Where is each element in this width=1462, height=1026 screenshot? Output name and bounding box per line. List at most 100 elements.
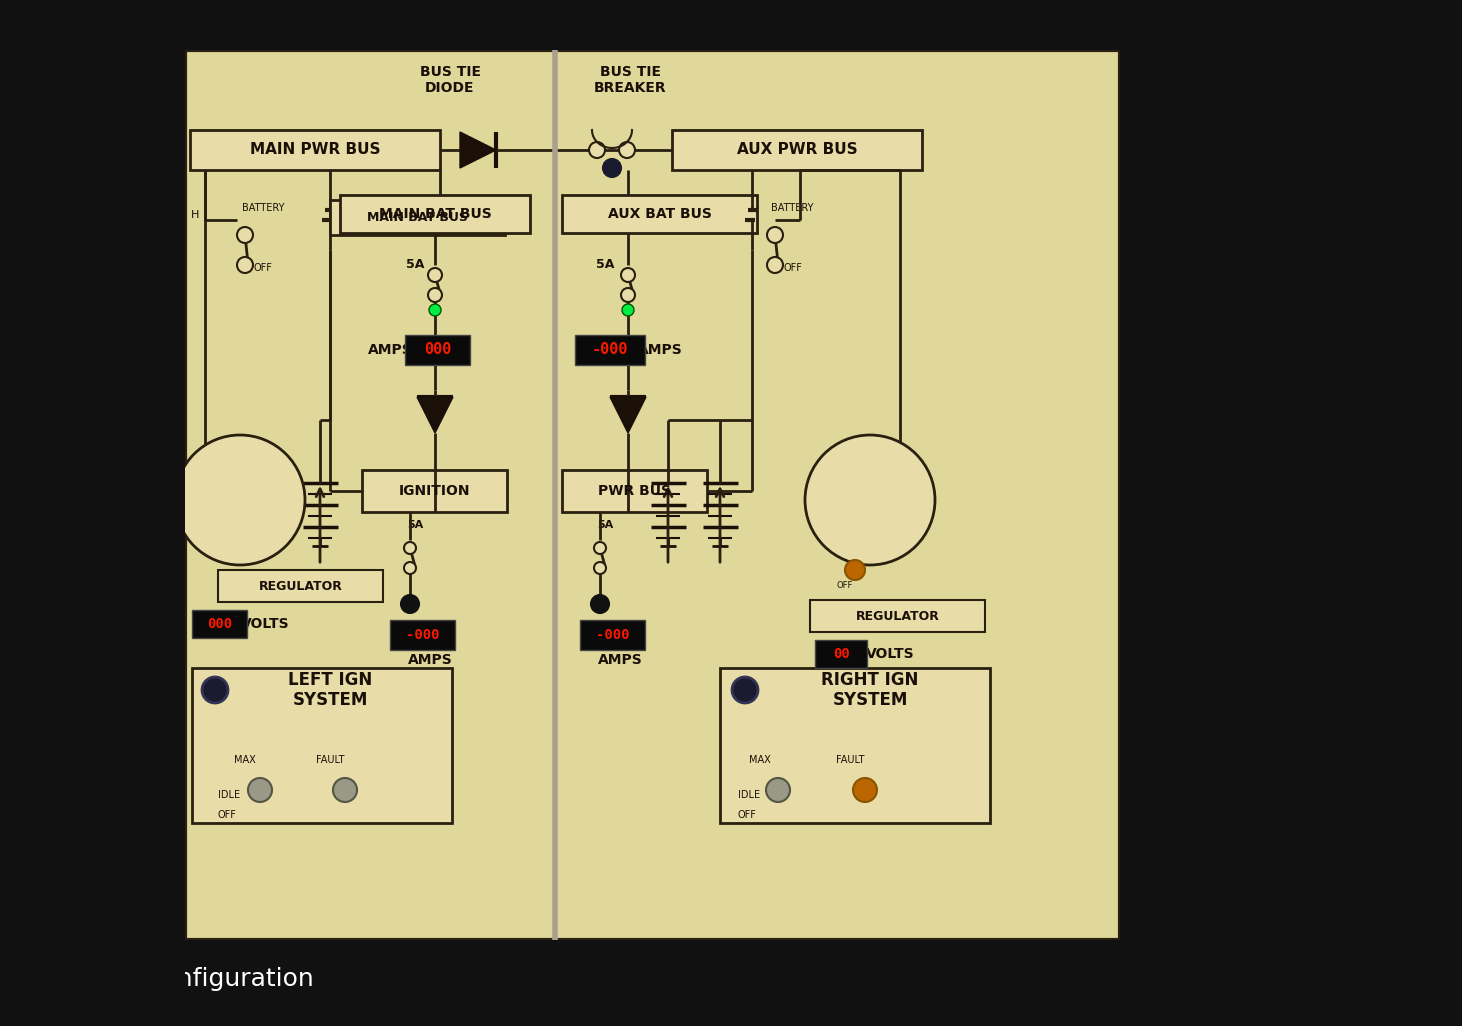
Text: AMPS: AMPS [367,343,412,357]
Text: 5A: 5A [406,259,424,272]
Text: PWR BUS: PWR BUS [598,484,671,498]
Bar [0,940,1462,1026]
Circle shape [594,562,607,574]
Text: N811HB_Configuration: N811HB_Configuration [31,968,314,992]
Bar [218,570,383,602]
Text: AMPS: AMPS [598,653,642,667]
Text: -000: -000 [595,628,629,642]
Bar [390,620,455,650]
Bar [363,470,507,512]
Text: OFF: OFF [218,810,237,820]
Text: AMPS: AMPS [408,653,452,667]
Text: REGULATOR: REGULATOR [259,580,342,592]
Text: 000: 000 [208,617,232,631]
Circle shape [852,778,877,802]
Bar [405,336,469,365]
Text: -000: -000 [406,628,439,642]
Text: FAULT: FAULT [836,755,864,765]
Circle shape [602,159,621,177]
Circle shape [404,562,417,574]
Text: MAIN BAT BUS: MAIN BAT BUS [367,211,468,224]
Circle shape [428,288,442,302]
Circle shape [249,778,272,802]
Text: 5A: 5A [596,520,613,530]
Text: 00: 00 [833,647,849,661]
Text: BATTERY: BATTERY [770,203,813,213]
Bar [0,0,186,1026]
Text: MAIN BAT BUS: MAIN BAT BUS [379,207,491,221]
Text: REGULATOR: REGULATOR [855,609,940,623]
Text: ALT: ALT [838,551,852,559]
Bar [561,195,757,233]
Circle shape [333,778,357,802]
Bar [192,610,247,638]
Text: RIGHT IGN
SYSTEM: RIGHT IGN SYSTEM [822,671,918,709]
Polygon shape [610,397,646,433]
Circle shape [428,304,442,316]
Text: LEFT IGN
SYSTEM: LEFT IGN SYSTEM [288,671,373,709]
Text: FAULT: FAULT [316,755,344,765]
Circle shape [621,268,635,282]
Circle shape [594,542,607,554]
Text: MAIN
ALT: MAIN ALT [215,480,265,519]
Bar [190,130,440,170]
Circle shape [591,595,610,613]
Circle shape [806,435,936,565]
Bar [561,470,708,512]
Circle shape [618,142,635,158]
Text: 5A: 5A [406,520,423,530]
Text: AMPS: AMPS [637,343,683,357]
Text: -000: -000 [592,343,629,357]
Circle shape [202,677,228,703]
Text: AUX
ALT: AUX ALT [851,480,889,519]
Text: IDLE: IDLE [218,790,240,800]
Bar [719,668,990,823]
Text: 5A: 5A [596,259,614,272]
Bar [341,195,531,233]
Bar [1120,0,1462,1026]
Text: BATTERY: BATTERY [241,203,284,213]
Bar [330,200,504,235]
Bar [810,600,985,632]
Circle shape [766,778,789,802]
Text: BUS TIE
BREAKER: BUS TIE BREAKER [594,65,667,95]
Text: OFF: OFF [253,263,272,273]
Text: OFF: OFF [784,263,803,273]
Circle shape [845,560,866,580]
Circle shape [621,304,635,316]
Circle shape [404,542,417,554]
Polygon shape [417,397,453,433]
Text: AUX PWR BUS: AUX PWR BUS [737,143,857,158]
Circle shape [768,227,784,243]
Polygon shape [461,132,496,168]
Text: H: H [192,210,199,220]
Text: BUS TIE
DIODE: BUS TIE DIODE [420,65,481,95]
Circle shape [768,256,784,273]
Bar [186,50,1120,940]
Bar [0,0,1462,50]
Circle shape [589,142,605,158]
Circle shape [401,595,420,613]
Bar [575,336,645,365]
Text: VOLTS: VOLTS [241,617,289,631]
Bar [580,620,645,650]
Text: VOLTS: VOLTS [866,647,914,661]
Text: IDLE: IDLE [738,790,760,800]
Bar [814,640,867,668]
Text: MAX: MAX [234,755,256,765]
Circle shape [732,677,757,703]
Circle shape [237,256,253,273]
Circle shape [237,227,253,243]
Text: OFF: OFF [836,581,854,590]
Circle shape [428,268,442,282]
Circle shape [621,288,635,302]
Bar [186,940,1120,1000]
Bar [673,130,923,170]
Circle shape [175,435,306,565]
Bar [192,668,452,823]
Text: AUX BAT BUS: AUX BAT BUS [608,207,712,221]
Text: 000: 000 [424,343,452,357]
Text: IGNITION: IGNITION [399,484,471,498]
Text: MAIN PWR BUS: MAIN PWR BUS [250,143,380,158]
Text: OFF: OFF [738,810,757,820]
